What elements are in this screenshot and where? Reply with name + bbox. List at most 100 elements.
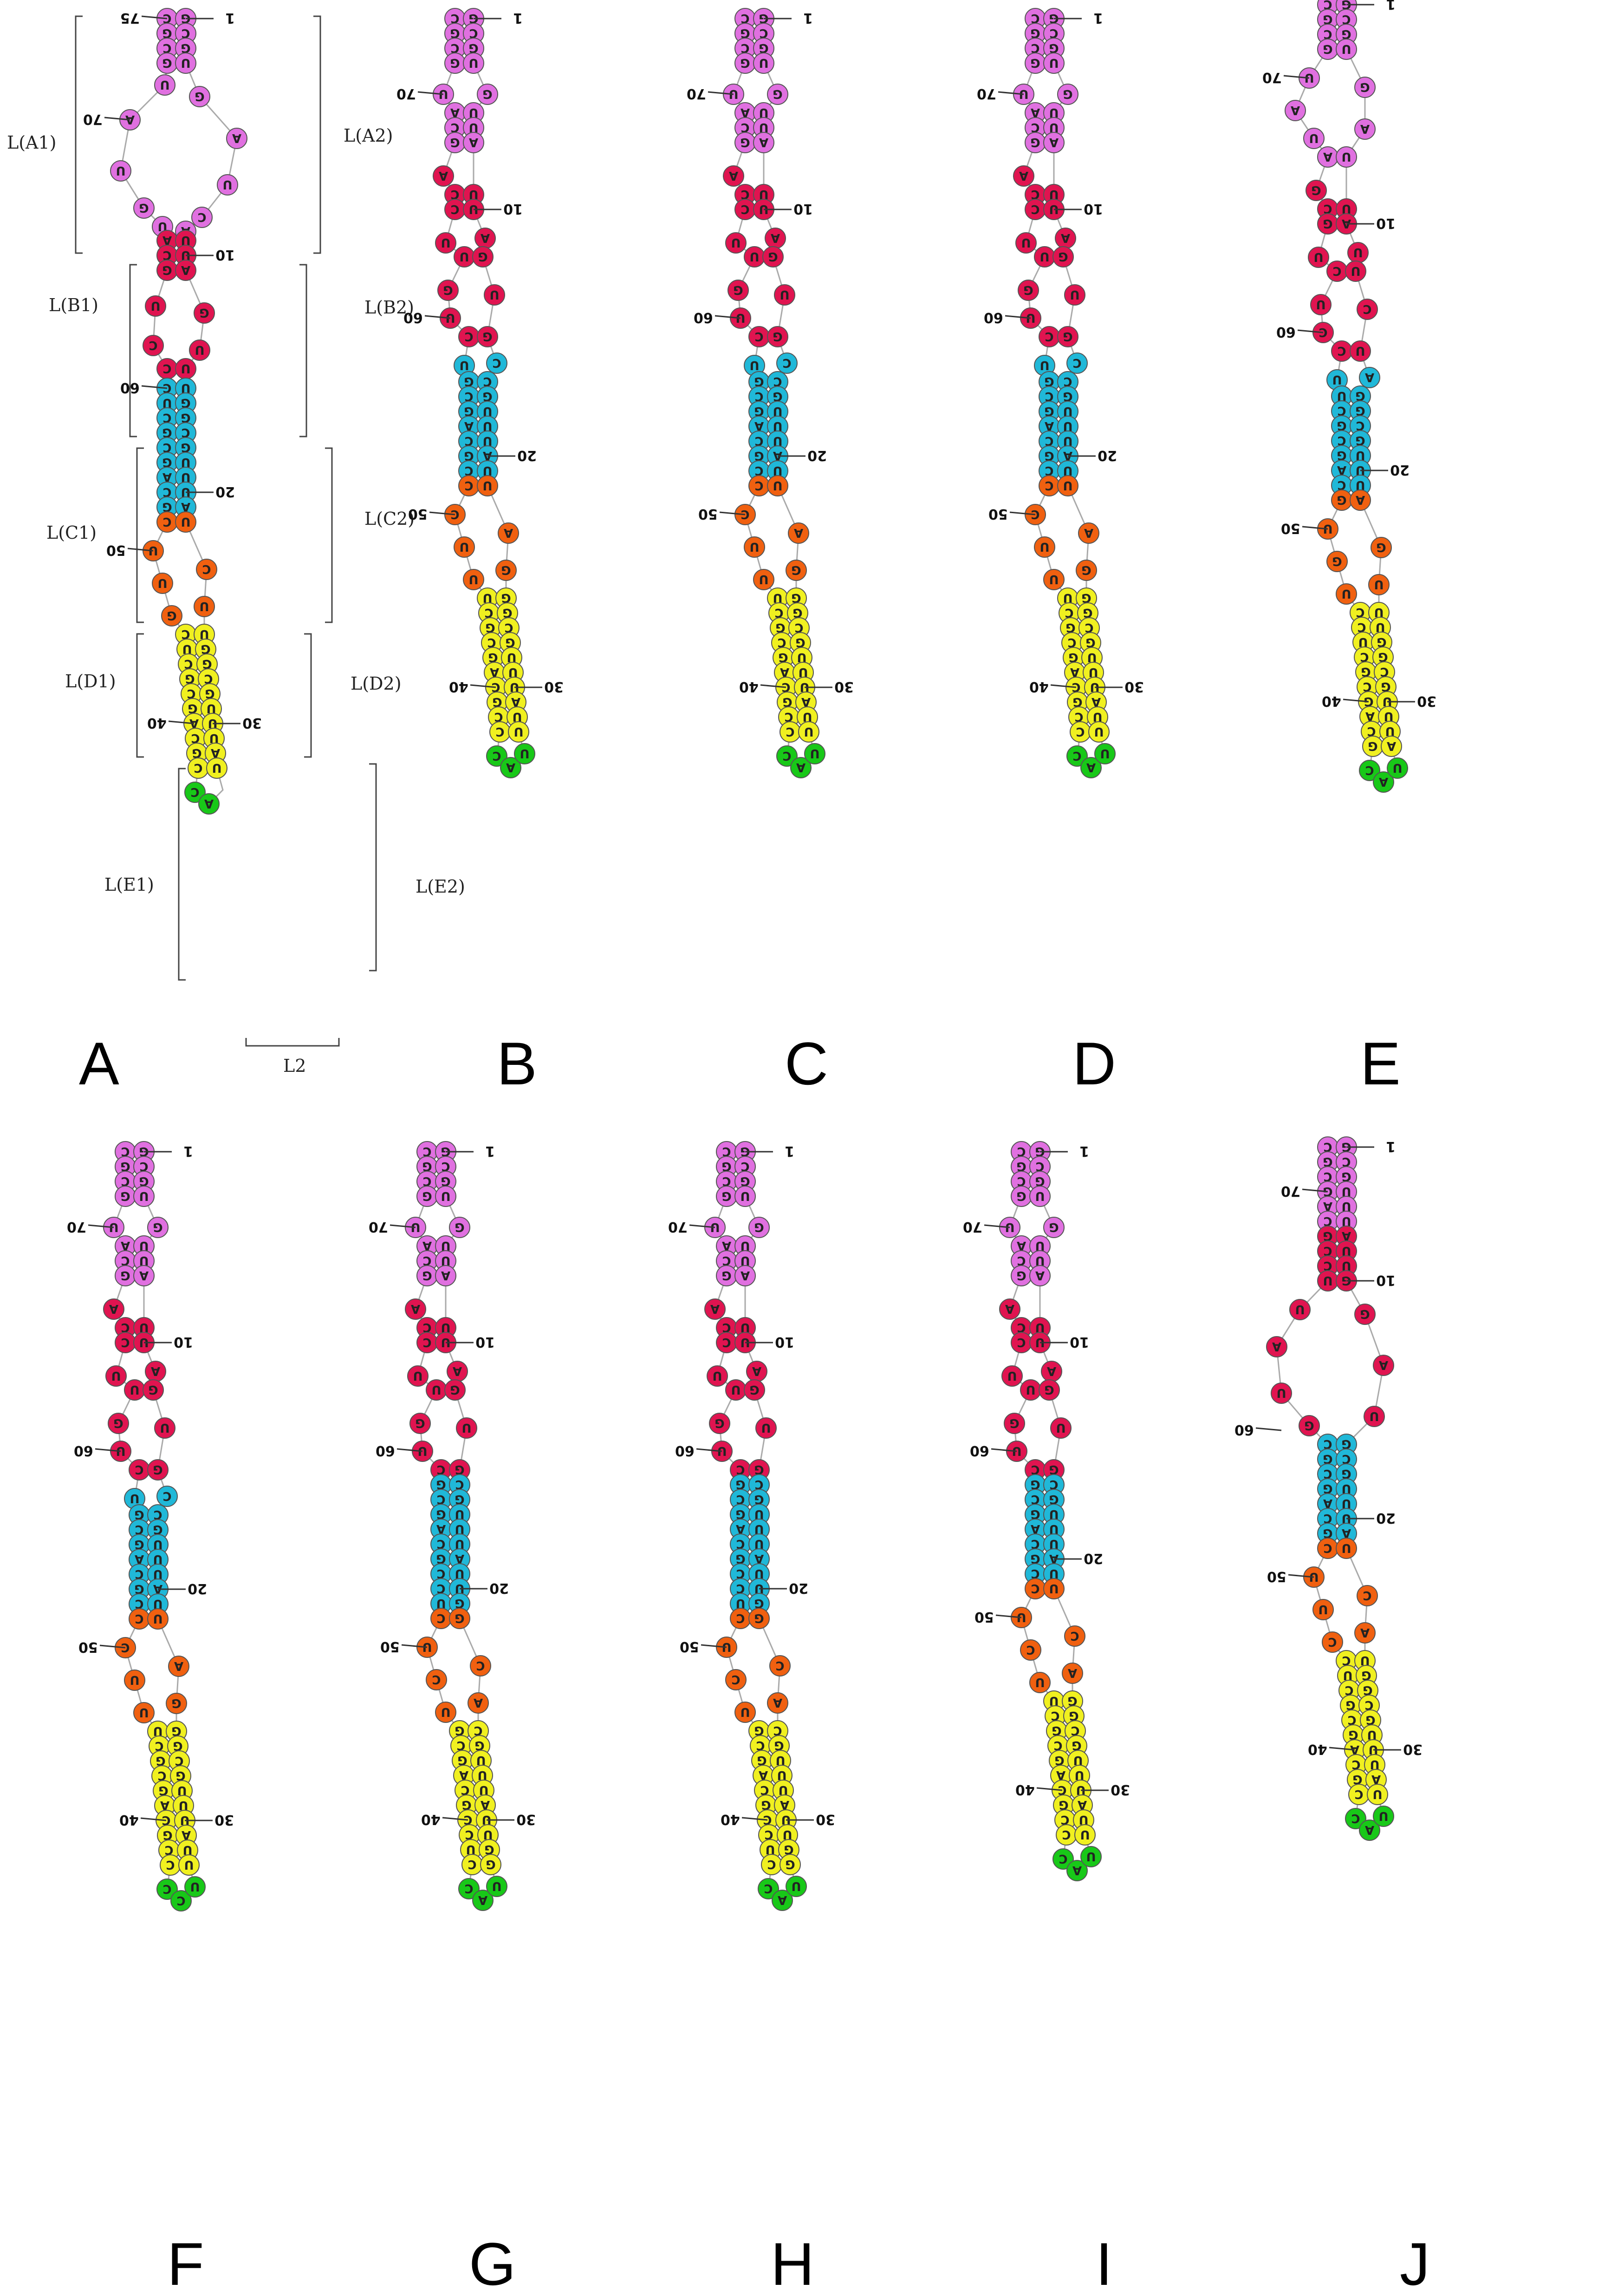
position-number: 40 [1308,1741,1327,1757]
nucleotide-letter: U [139,1320,149,1334]
nucleotide: C [444,8,466,29]
nucleotide-circle [217,174,238,196]
nucleotide-circle [1034,536,1055,558]
nucleotide-letter: G [162,26,172,40]
hairpin-loop-nucleotide: U [184,1876,206,1898]
panel-f: C GG CC GG UU GA UC UG AAC UC UU AU GG UUC GU CG CC GG UA U… [67,1141,234,1911]
nucleotide: C [444,199,466,220]
nucleotide-circle [133,1265,155,1286]
nucleotide-letter: G [1304,1418,1314,1432]
nucleotide-circle [1336,146,1357,168]
position-label-10: 10 [1054,201,1103,217]
nucleotide-letter: U [1351,264,1360,278]
nucleotide-letter: U [759,187,768,201]
nucleotide-letter: G [450,1383,460,1396]
nucleotide-circle [498,522,519,544]
nucleotide: C [156,358,178,379]
nucleotide-letter: A [1365,709,1375,723]
hairpin-loop-nucleotide: C [486,745,507,767]
nucleotide-letter: G [1049,41,1059,55]
nucleotide-letter: G [715,1416,724,1430]
nucleotide-circle [154,74,175,96]
nucleotide-letter: A [411,1302,420,1316]
nucleotide-letter: G [775,620,785,634]
nucleotide: A [1359,367,1380,388]
nucleotide-letter: A [511,695,520,709]
nucleotide: U [707,1365,728,1387]
nucleotide: G [786,560,807,581]
nucleotide-letter: C [1337,344,1346,358]
nucleotide-letter: U [222,177,232,191]
nucleotide: U [767,416,788,437]
nucleotide: G [748,1608,770,1629]
nucleotide: C [129,1459,150,1481]
nucleotide-circle [103,1298,124,1320]
nucleotide-circle [1285,100,1306,121]
nucleotide-letter: G [478,249,487,263]
nucleotide: G [133,197,155,219]
nucleotide-letter: G [205,686,214,700]
nucleotide-letter: U [1063,463,1072,477]
nucleotide: C [444,38,466,59]
nucleotide-circle [1080,757,1102,778]
nucleotide-letter: U [1355,478,1365,492]
nucleotide-letter: U [773,419,782,433]
position-number: 50 [380,1638,400,1655]
nucleotide: G [1039,445,1060,467]
nucleotide: G [147,1459,169,1481]
nucleotide-letter: U [731,1383,741,1396]
nucleotide: U [1350,475,1371,496]
nucleotide: U [175,52,196,74]
nucleotide-letter: U [797,650,806,664]
nucleotide-letter: G [139,201,149,215]
position-number: 60 [970,1442,989,1459]
nucleotide: U [1050,1417,1072,1439]
nucleotide-circle [1354,118,1376,140]
nucleotide: U [152,573,173,594]
nucleotide-letter: U [1355,448,1365,462]
nucleotide: C [175,422,196,444]
nucleotide-letter: U [759,56,768,70]
position-number: 1 [513,10,523,26]
nucleotide: G [495,560,517,581]
position-label-30: 30 [1095,678,1144,695]
nucleotide-letter: A [478,1893,487,1907]
position-label-tick [760,684,786,688]
nucleotide: U [178,1854,200,1876]
nucleotide-circle [1066,745,1088,767]
nucleotide-letter: G [1323,12,1332,26]
nucleotide-letter: U [153,1611,162,1625]
position-number: 30 [544,678,564,695]
nucleotide: C [129,1608,150,1630]
nucleotide-letter: U [162,396,172,410]
nucleotide-circle [767,475,788,496]
nucleotide-layer: CGGCCGGUUAUGUGAUCAAUCUGAUCGUCUCUUGCGGCCG… [110,8,247,815]
nucleotide-circle [110,160,131,182]
nucleotide-letter: C [121,1320,130,1334]
nucleotide: G [115,1156,136,1177]
nucleotide-letter: C [1357,620,1366,634]
nucleotide: U [1015,232,1037,254]
nucleotide: U [1350,340,1371,362]
nucleotide: G [1076,560,1097,581]
position-number: 20 [188,1580,207,1597]
nucleotide-letter: U [1358,635,1368,649]
nucleotide-letter: C [422,1335,431,1349]
nucleotide: G [115,1265,136,1286]
nucleotide: G [437,280,459,301]
nucleotide-letter: A [121,1239,130,1252]
nucleotide: U [147,1608,169,1630]
position-number: 20 [1098,447,1117,463]
nucleotide-letter: C [722,1335,731,1349]
nucleotide-letter: A [151,1364,160,1378]
nucleotide-letter: A [139,1268,149,1282]
nucleotide-letter: U [160,78,169,91]
nucleotide-letter: C [162,1489,171,1503]
panel-a-brackets [75,15,377,1047]
nucleotide: A [115,1235,136,1257]
nucleotide: A [1350,489,1371,511]
nucleotide: A [435,1265,456,1286]
nucleotide-circle [143,1379,164,1401]
nucleotide-letter: U [1035,1675,1045,1689]
nucleotide: A [1317,146,1338,168]
